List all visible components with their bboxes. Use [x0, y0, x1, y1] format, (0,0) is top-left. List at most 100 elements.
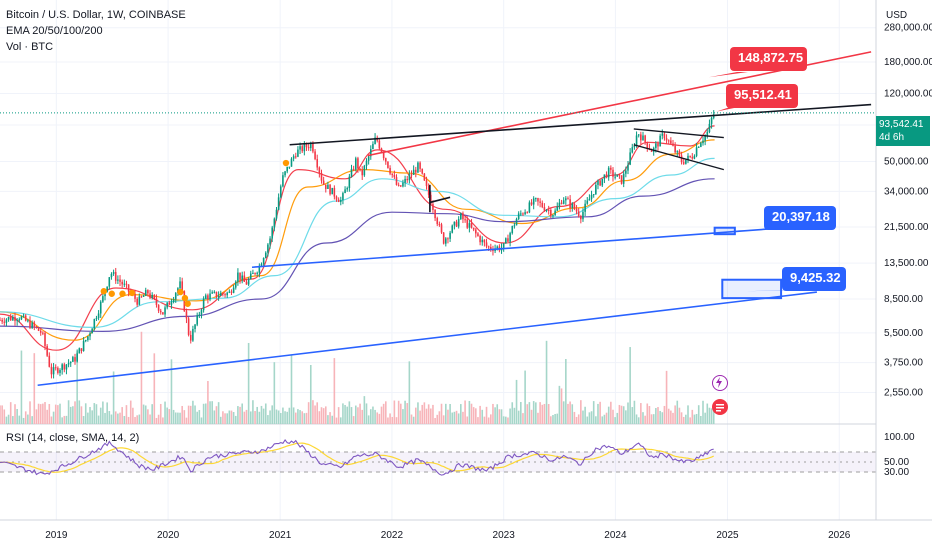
volume-bar-112: [239, 406, 241, 424]
candle-body-165: [352, 168, 355, 170]
candle-body-73: [155, 298, 158, 305]
volume-bar-80: [170, 359, 173, 424]
volume-bar-320: [685, 414, 687, 424]
candle-body-121: [258, 265, 261, 273]
candle-body-235: [502, 243, 505, 248]
volume-bar-323: [691, 409, 694, 424]
callout-top[interactable]: 148,872.75: [730, 47, 807, 71]
candle-body-298: [637, 134, 640, 136]
volume-bar-116: [247, 342, 250, 424]
candle-body-129: [275, 209, 278, 219]
volume-bar-137: [292, 407, 295, 424]
candle-body-283: [605, 174, 608, 178]
volume-bar-285: [610, 401, 612, 424]
candle-body-253: [541, 202, 544, 208]
candle-body-268: [573, 203, 576, 210]
earnings-icon[interactable]: [712, 399, 728, 415]
volume-bar-40: [84, 403, 87, 424]
rsi-legend[interactable]: RSI (14, close, SMA, 14, 2): [6, 432, 140, 444]
volume-bar-230: [492, 403, 494, 424]
callout-support2[interactable]: 9,425.32: [782, 267, 846, 291]
candle-body-169: [361, 169, 364, 176]
currency-button[interactable]: USD: [886, 10, 908, 21]
volume-bar-220: [470, 403, 473, 424]
volume-bar-47: [99, 407, 102, 424]
candle-body-237: [507, 238, 509, 242]
volume-bar-29: [61, 417, 63, 424]
volume-bar-252: [539, 402, 541, 424]
candle-body-331: [708, 123, 711, 133]
wedge-upper: [633, 128, 724, 139]
symbol-title[interactable]: Bitcoin / U.S. Dollar, 1W, COINBASE: [6, 9, 186, 21]
candle-body-54: [114, 272, 117, 281]
candle-body-33: [69, 361, 72, 364]
volume-bar-5: [9, 402, 12, 424]
candle-body-278: [595, 184, 597, 195]
volume-bar-39: [82, 416, 85, 424]
candle-body-293: [627, 164, 629, 171]
volume-bar-171: [365, 403, 368, 424]
volume-bar-280: [599, 401, 601, 424]
volume-bar-147: [314, 405, 316, 424]
trendlines[interactable]: [37, 51, 872, 387]
candle-body-192: [410, 174, 413, 176]
candle-body-295: [631, 147, 634, 153]
candle-body-31: [65, 364, 68, 370]
volume-bar-92: [196, 411, 198, 424]
volume-bar-216: [462, 411, 464, 424]
candle-body-24: [50, 366, 53, 375]
candle-body-131: [279, 186, 282, 198]
volume-bar-7: [14, 404, 16, 424]
volume-bar-89: [189, 405, 192, 424]
volume-bar-190: [406, 403, 409, 424]
volume-bar-244: [522, 413, 524, 424]
volume-bar-218: [466, 416, 469, 424]
candle-body-156: [333, 187, 336, 197]
candle-body-166: [354, 158, 357, 170]
callout-mid[interactable]: 95,512.41: [726, 84, 798, 108]
candle-body-310: [663, 133, 666, 139]
volume-bar-270: [577, 414, 580, 424]
volume-bar-197: [421, 404, 424, 424]
volume-bar-98: [209, 401, 211, 424]
ema-line-0: [0, 125, 715, 351]
candle-body-11: [22, 315, 25, 317]
volume-bar-2: [3, 409, 6, 424]
volume-bar-239: [511, 402, 514, 424]
candle-body-128: [273, 218, 276, 228]
candle-body-142: [303, 144, 306, 152]
candle-body-317: [678, 151, 681, 156]
candle-body-173: [369, 149, 372, 157]
candle-body-308: [659, 135, 661, 147]
time-tick-4: 2023: [493, 530, 516, 541]
lightning-icon[interactable]: [712, 375, 728, 391]
candle-body-98: [209, 293, 211, 300]
volume-bar-138: [294, 412, 297, 424]
volume-bar-306: [655, 408, 657, 424]
volume-bar-198: [423, 402, 426, 424]
candle-body-168: [359, 168, 361, 170]
volume-bar-282: [603, 414, 606, 424]
candle-body-277: [592, 194, 595, 196]
volume-bar-48: [102, 401, 104, 424]
volume-bar-110: [234, 415, 237, 424]
volume-bar-254: [543, 403, 546, 424]
drawings[interactable]: [0, 72, 876, 307]
volume-bar-333: [712, 407, 715, 424]
callout-support1[interactable]: 20,397.18: [764, 206, 836, 230]
volume-bar-90: [192, 400, 194, 424]
candle-body-330: [706, 132, 709, 136]
volume-bar-249: [532, 401, 535, 424]
volume-bar-85: [181, 405, 183, 424]
volume-bar-243: [520, 401, 522, 424]
ema-legend[interactable]: EMA 20/50/100/200: [6, 25, 103, 37]
volume-bar-102: [217, 402, 220, 424]
volume-legend[interactable]: Vol · BTC: [6, 41, 54, 53]
volume-bar-51: [108, 411, 111, 424]
volume-bar-193: [412, 416, 415, 424]
volume-bar-237: [507, 417, 509, 424]
volume-bar-183: [391, 416, 394, 424]
candle-body-206: [440, 224, 443, 233]
candle-body-211: [451, 225, 454, 233]
